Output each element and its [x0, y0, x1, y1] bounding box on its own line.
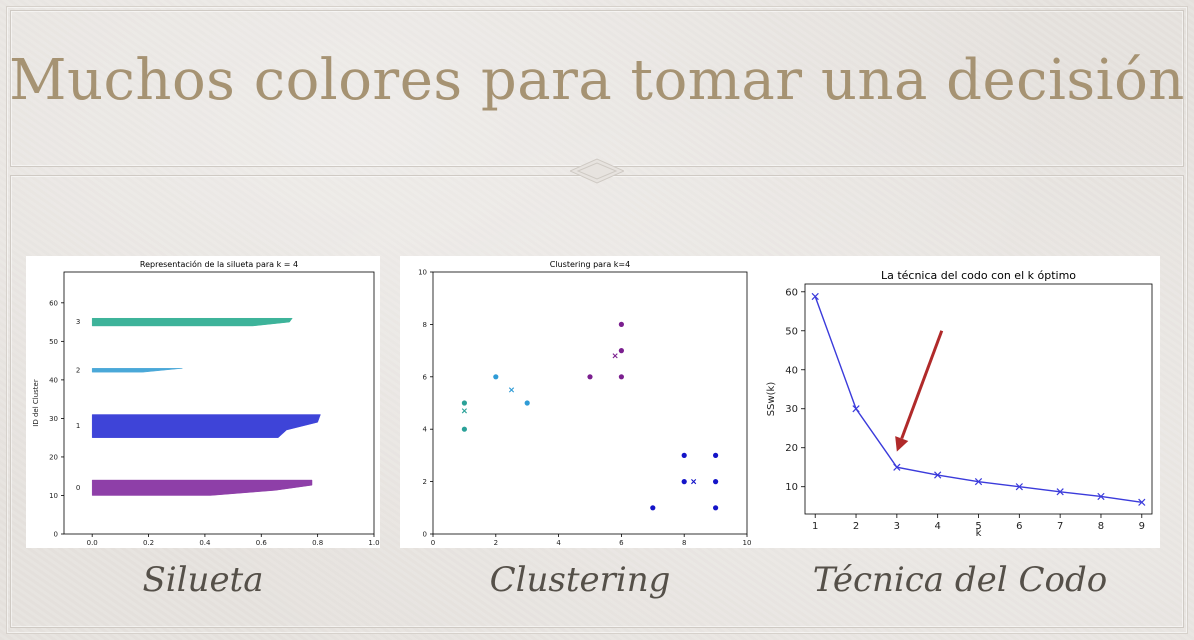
- x-tick-label: 0.2: [143, 539, 154, 547]
- scatter-point: [524, 400, 530, 406]
- silhouette-chart-panel: 0.0 0.2 0.4 0.6 0.8 1.0 0 10 20 30 40 50 60 Represent…: [26, 256, 380, 548]
- slide-outer-frame: [6, 6, 1188, 634]
- silhouette-chart: 0.0 0.2 0.4 0.6 0.8 1.00102030405060Represent…: [32, 259, 380, 547]
- x-tick-label: 1.0: [368, 539, 379, 547]
- clustering-chart-panel: 0 2 4 6 8 10 0 2 4 6 8 10 Clustering para k=4: [400, 256, 760, 548]
- x-tick-label: 10: [743, 539, 752, 547]
- elbow-marker: [811, 292, 819, 301]
- scatter-point: [618, 321, 624, 327]
- y-tick-label: 40: [49, 376, 58, 384]
- elbow-marker: [1097, 492, 1105, 501]
- elbow-marker: [934, 471, 942, 479]
- y-tick-label: 8: [423, 321, 427, 329]
- x-tick-label: 2: [494, 539, 498, 547]
- elbow-chart-panel: 1 2 3 4 5 6 7 8 9 10 20 30 40 50 60 La técnica del codo…: [760, 256, 1160, 548]
- x-tick-label: 0.6: [256, 539, 268, 547]
- x-tick-label: 0: [431, 539, 435, 547]
- y-tick-label: 2: [423, 478, 427, 486]
- scatter-point: [713, 505, 719, 511]
- y-axis-label: ID del Cluster: [32, 379, 40, 427]
- cluster-label: 0: [76, 484, 80, 492]
- elbow-marker: [1138, 498, 1146, 506]
- scatter-point: [713, 452, 719, 458]
- x-tick-label: 0.0: [87, 539, 98, 547]
- y-axis-label: SSw(k): [766, 382, 777, 417]
- silhouette-band-cluster-0: [91, 479, 313, 496]
- y-tick-label: 0: [54, 530, 58, 538]
- y-tick-label: 0: [423, 530, 427, 538]
- caption-clustering: Clustering: [489, 560, 671, 600]
- y-tick-label: 10: [418, 268, 427, 276]
- plot-frame: [432, 271, 748, 535]
- elbow-marker: [1015, 483, 1023, 491]
- scatter-point: [713, 479, 719, 485]
- silhouette-band-cluster-1: [91, 414, 321, 438]
- chart-title: Clustering para k=4: [550, 260, 630, 269]
- y-tick-label: 10: [49, 492, 58, 500]
- diamond-ornament: [570, 158, 624, 184]
- silhouette-band-cluster-3: [91, 317, 293, 327]
- scatter-point: [493, 374, 499, 380]
- scatter-point: [461, 426, 467, 432]
- chart-title: Representación de la silueta para k = 4: [140, 259, 298, 269]
- elbow-marker: [893, 463, 901, 471]
- scatter-point: [618, 348, 624, 354]
- y-tick-label: 4: [423, 426, 428, 434]
- y-tick-label: 60: [785, 287, 798, 298]
- centroid-marker: [461, 408, 467, 414]
- scatter-point: [587, 374, 593, 380]
- chart-title: La técnica del codo con el k óptimo: [881, 269, 1076, 282]
- elbow-marker: [852, 405, 860, 413]
- centroid-marker: [508, 387, 515, 393]
- x-tick-label: 9: [1139, 521, 1145, 532]
- y-tick-label: 6: [423, 373, 428, 381]
- y-tick-label: 60: [49, 299, 58, 307]
- y-tick-label: 50: [785, 326, 798, 337]
- clustering-chart: 0 2 4 6 8 10 0 2 4 6 8 10 Clustering para k=4: [418, 260, 752, 547]
- scatter-point: [681, 479, 687, 485]
- scatter-point: [461, 400, 467, 406]
- y-tick-label: 20: [49, 453, 58, 461]
- x-tick-label: 3: [894, 521, 900, 532]
- y-tick-label: 40: [785, 365, 798, 376]
- x-tick-label: 6: [1016, 521, 1022, 532]
- plot-frame: [804, 283, 1153, 515]
- elbow-marker: [974, 478, 983, 486]
- x-tick-label: 0.4: [199, 539, 211, 547]
- caption-codo: Técnica del Codo: [812, 560, 1108, 600]
- cluster-label: 2: [76, 366, 80, 374]
- elbow-chart: 1 2 3 4 5 6 7 8 9 10 20 30 40 50 60 La técnica del codo…: [766, 269, 1153, 539]
- x-tick-label: 8: [1098, 521, 1104, 532]
- y-tick-label: 20: [785, 443, 798, 454]
- x-tick-label: 8: [682, 539, 686, 547]
- y-tick-label: 50: [49, 338, 58, 346]
- caption-silueta: Silueta: [142, 560, 264, 600]
- x-tick-label: 4: [556, 539, 561, 547]
- scatter-point: [650, 505, 656, 511]
- x-tick-label: 1: [812, 521, 818, 532]
- page-title: Muchos colores para tomar una decisión: [9, 48, 1185, 113]
- x-tick-label: 5: [975, 521, 981, 532]
- silhouette-band-cluster-2: [91, 368, 183, 373]
- plot-frame: [63, 271, 375, 535]
- x-axis-label: k: [976, 528, 982, 539]
- x-tick-label: 4: [934, 521, 940, 532]
- centroid-marker: [612, 353, 618, 359]
- cluster-label: 3: [76, 318, 80, 326]
- x-tick-label: 6: [619, 539, 624, 547]
- x-tick-label: 0.8: [312, 539, 323, 547]
- y-tick-label: 30: [49, 415, 58, 423]
- y-tick-label: 30: [785, 404, 798, 415]
- centroid-marker: [691, 479, 697, 485]
- x-tick-label: 2: [853, 521, 859, 532]
- x-tick-label: 7: [1057, 521, 1063, 532]
- cluster-label: 1: [76, 422, 80, 430]
- elbow-marker: [1056, 488, 1064, 496]
- optimal-k-arrow-head: [895, 436, 909, 452]
- y-tick-label: 10: [785, 482, 798, 493]
- scatter-point: [618, 374, 624, 380]
- optimal-k-arrow-shaft: [900, 330, 944, 440]
- elbow-line: [814, 296, 1142, 503]
- scatter-point: [681, 452, 687, 458]
